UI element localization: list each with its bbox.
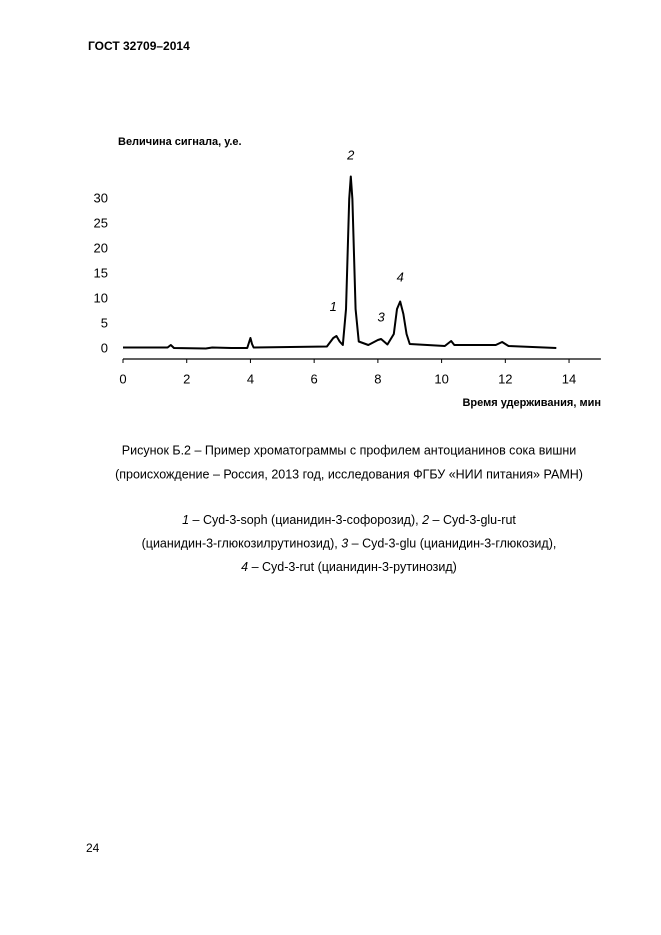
legend-line: 1 – Cyd-3-soph (цианидин-3-софорозид), 2… bbox=[182, 513, 516, 527]
legend-text: – Cyd-3-rut (цианидин-3-рутинозид) bbox=[248, 560, 457, 574]
y-tick-label: 15 bbox=[94, 265, 108, 280]
y-tick-label: 25 bbox=[94, 215, 108, 230]
y-tick-label: 20 bbox=[94, 240, 108, 255]
peak-label: 2 bbox=[346, 147, 355, 162]
caption: Рисунок Б.2 – Пример хроматограммы с про… bbox=[122, 443, 576, 457]
legend-line: 4 – Cyd-3-rut (цианидин-3-рутинозид) bbox=[241, 560, 457, 574]
legend-number: 2 bbox=[421, 513, 429, 527]
header: ГОСТ 32709–2014 bbox=[88, 39, 190, 53]
peak-label: 1 bbox=[330, 299, 337, 314]
x-tick-label: 12 bbox=[498, 371, 512, 386]
y-tick-label: 5 bbox=[101, 315, 108, 330]
x-tick-label: 6 bbox=[311, 371, 318, 386]
x-axis-label: Время удерживания, мин bbox=[462, 397, 601, 409]
legend-line: (цианидин-3-глюкозилрутинозид), 3 – Cyd-… bbox=[142, 537, 557, 551]
y-axis-label: Величина сигнала, у.е. bbox=[118, 136, 242, 148]
x-tick-label: 4 bbox=[247, 371, 254, 386]
page-number: 24 bbox=[86, 841, 100, 855]
y-tick-label: 10 bbox=[94, 290, 108, 305]
legend-text: – Cyd-3-glu (цианидин-3-глюкозид), bbox=[348, 537, 556, 551]
legend-text: – Cyd-3-glu-rut bbox=[429, 513, 516, 527]
legend-number: 3 bbox=[341, 537, 348, 551]
legend-text: – Cyd-3-soph (цианидин-3-софорозид), bbox=[189, 513, 422, 527]
caption: (происхождение – Россия, 2013 год, иссле… bbox=[115, 467, 583, 481]
x-tick-label: 0 bbox=[119, 371, 126, 386]
y-tick-label: 30 bbox=[94, 190, 108, 205]
x-tick-label: 10 bbox=[434, 371, 448, 386]
y-tick-label: 0 bbox=[101, 340, 108, 355]
peak-label: 4 bbox=[397, 269, 404, 284]
peak-label: 3 bbox=[377, 309, 385, 324]
legend-text: (цианидин-3-глюкозилрутинозид), bbox=[142, 537, 342, 551]
x-tick-label: 14 bbox=[562, 371, 576, 386]
x-tick-label: 8 bbox=[374, 371, 381, 386]
x-tick-label: 2 bbox=[183, 371, 190, 386]
legend-number: 1 bbox=[182, 513, 189, 527]
legend-number: 4 bbox=[241, 560, 248, 574]
chromatogram-line bbox=[123, 175, 557, 350]
